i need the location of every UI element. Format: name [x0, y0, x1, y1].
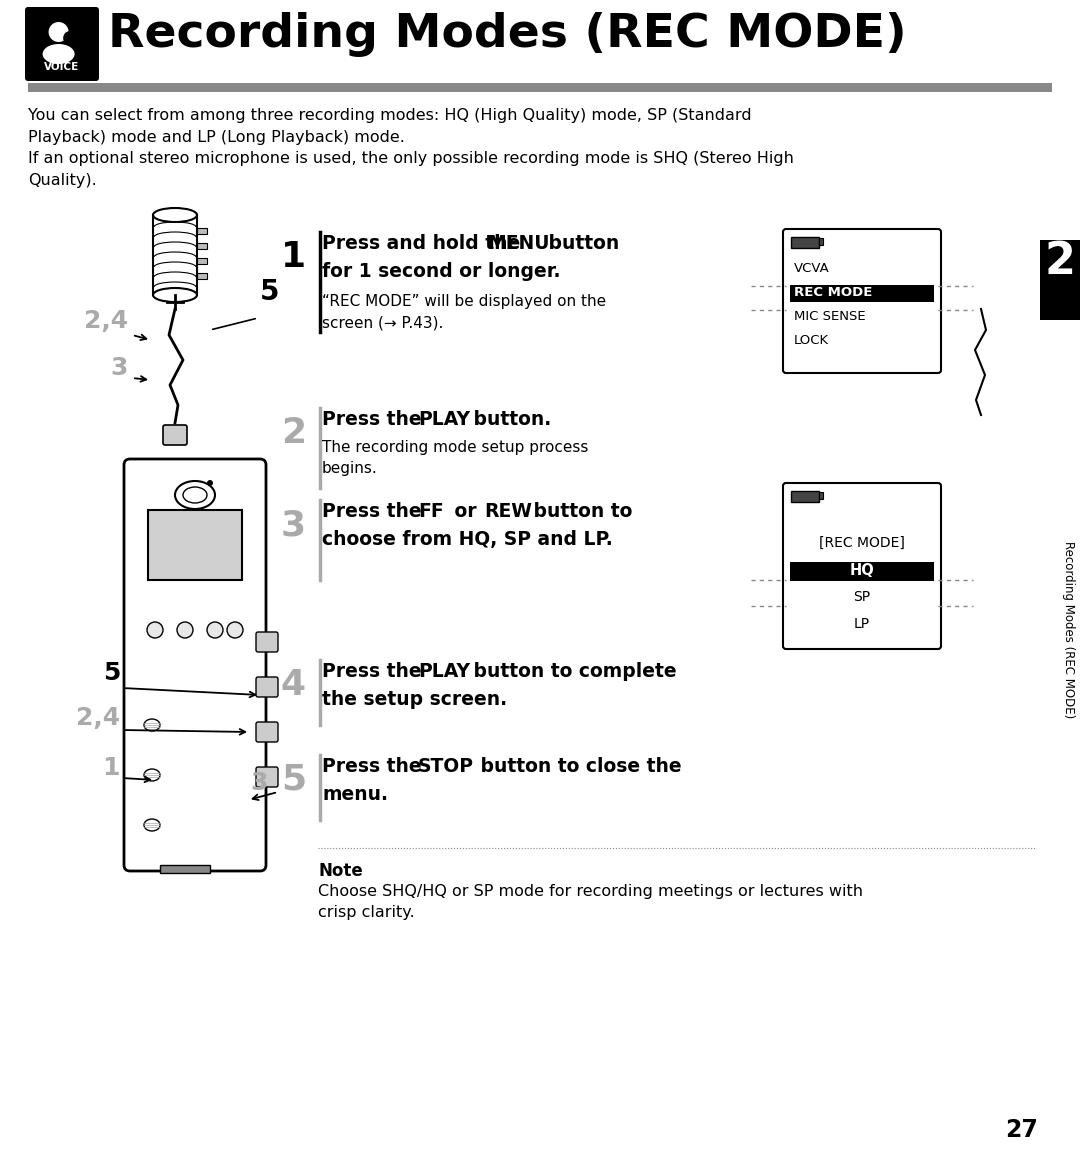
Text: FF: FF [418, 502, 444, 521]
Bar [160, 865, 210, 873]
Text: Press the: Press the [322, 410, 428, 429]
Text: button to close the: button to close the [474, 757, 681, 776]
Text: the setup screen.: the setup screen. [322, 690, 508, 709]
Text: REC MODE: REC MODE [794, 286, 873, 299]
Text: PLAY: PLAY [418, 662, 470, 681]
Bar [148, 510, 242, 580]
Ellipse shape [144, 818, 160, 831]
Text: 3: 3 [249, 771, 268, 795]
Text: Press and hold the: Press and hold the [322, 234, 527, 253]
Text: [REC MODE]: [REC MODE] [819, 536, 905, 550]
Text: button: button [542, 234, 619, 253]
Bar [197, 228, 207, 234]
Text: Recording Modes (REC MODE): Recording Modes (REC MODE) [108, 12, 906, 57]
Ellipse shape [177, 622, 193, 638]
Ellipse shape [207, 480, 213, 486]
Bar [1040, 240, 1080, 320]
Bar [28, 83, 1052, 92]
Bar [819, 492, 823, 499]
Text: REW: REW [484, 502, 531, 521]
Text: Press the: Press the [322, 757, 428, 776]
Text: for 1 second or longer.: for 1 second or longer. [322, 262, 561, 281]
Ellipse shape [144, 719, 160, 731]
FancyBboxPatch shape [783, 229, 941, 373]
Text: The recording mode setup process
begins.: The recording mode setup process begins. [322, 440, 589, 476]
Ellipse shape [63, 31, 77, 45]
Text: LP: LP [854, 617, 870, 631]
Ellipse shape [144, 769, 160, 781]
Text: MIC SENSE: MIC SENSE [794, 310, 866, 323]
Text: “REC MODE” will be displayed on the
screen (→ P.43).: “REC MODE” will be displayed on the scre… [322, 294, 606, 329]
FancyBboxPatch shape [256, 632, 278, 652]
Bar [197, 258, 207, 264]
Bar [197, 243, 207, 249]
Text: button.: button. [467, 410, 551, 429]
Text: Recording Modes (REC MODE): Recording Modes (REC MODE) [1062, 541, 1075, 719]
Text: 2: 2 [281, 416, 306, 450]
Text: SP: SP [853, 590, 870, 603]
Ellipse shape [42, 44, 75, 64]
FancyBboxPatch shape [256, 677, 278, 697]
FancyBboxPatch shape [256, 722, 278, 742]
Bar [819, 238, 823, 245]
Bar [197, 273, 207, 279]
Text: HQ: HQ [850, 563, 875, 578]
Text: choose from HQ, SP and LP.: choose from HQ, SP and LP. [322, 529, 612, 549]
Bar [791, 491, 819, 502]
FancyBboxPatch shape [124, 459, 266, 870]
Text: 2,4: 2,4 [84, 309, 129, 333]
FancyBboxPatch shape [783, 483, 941, 649]
Text: 1: 1 [103, 756, 120, 780]
Text: Press the: Press the [322, 662, 428, 681]
Text: PLAY: PLAY [418, 410, 470, 429]
Ellipse shape [207, 622, 222, 638]
Text: 5: 5 [260, 277, 280, 306]
Text: 3: 3 [110, 356, 129, 380]
Text: 5: 5 [281, 763, 306, 796]
Text: STOP: STOP [418, 757, 474, 776]
Text: VCVA: VCVA [794, 262, 829, 275]
Text: 3: 3 [281, 507, 306, 542]
Ellipse shape [147, 622, 163, 638]
Ellipse shape [227, 622, 243, 638]
Text: Note: Note [318, 862, 363, 880]
Bar [789, 562, 934, 581]
Text: LOCK: LOCK [794, 334, 829, 347]
Text: button to complete: button to complete [467, 662, 677, 681]
Text: Choose SHQ/HQ or SP mode for recording meetings or lectures with
crisp clarity.: Choose SHQ/HQ or SP mode for recording m… [318, 884, 863, 920]
Text: MENU: MENU [487, 234, 550, 253]
Ellipse shape [49, 22, 69, 42]
FancyBboxPatch shape [25, 7, 99, 81]
Text: Press the: Press the [322, 502, 428, 521]
Text: 5: 5 [103, 661, 120, 686]
Bar [789, 286, 934, 302]
Text: VOICE: VOICE [44, 62, 80, 72]
Text: 27: 27 [1005, 1118, 1038, 1142]
FancyBboxPatch shape [256, 766, 278, 787]
FancyBboxPatch shape [163, 425, 187, 445]
Text: 2,4: 2,4 [76, 706, 120, 729]
Text: 4: 4 [281, 668, 306, 702]
Bar [791, 237, 819, 249]
Text: 2: 2 [1044, 240, 1076, 283]
Text: or: or [448, 502, 483, 521]
Text: button to: button to [527, 502, 633, 521]
Text: 1: 1 [281, 240, 306, 274]
Text: menu.: menu. [322, 785, 388, 805]
Text: You can select from among three recording modes: HQ (High Quality) mode, SP (Sta: You can select from among three recordin… [28, 108, 794, 187]
